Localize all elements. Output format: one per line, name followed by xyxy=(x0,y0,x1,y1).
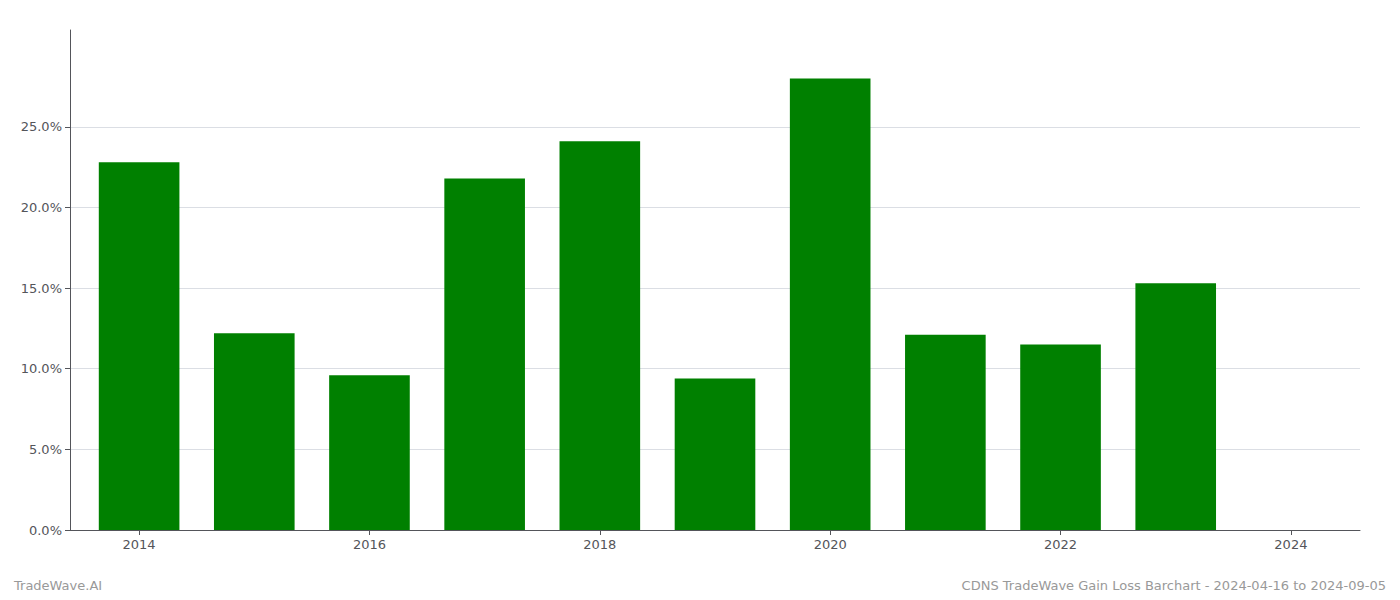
svg-text:CDNS TradeWave Gain Loss Barch: CDNS TradeWave Gain Loss Barchart - 2024… xyxy=(962,578,1386,593)
svg-text:5.0%: 5.0% xyxy=(29,442,62,457)
svg-text:2014: 2014 xyxy=(123,537,156,552)
svg-text:0.0%: 0.0% xyxy=(29,523,62,538)
svg-text:2020: 2020 xyxy=(814,537,847,552)
svg-text:10.0%: 10.0% xyxy=(21,361,62,376)
svg-text:2016: 2016 xyxy=(353,537,386,552)
svg-text:2024: 2024 xyxy=(1274,537,1307,552)
svg-text:2018: 2018 xyxy=(583,537,616,552)
svg-text:20.0%: 20.0% xyxy=(21,200,62,215)
svg-text:25.0%: 25.0% xyxy=(21,119,62,134)
svg-text:2022: 2022 xyxy=(1044,537,1077,552)
svg-text:TradeWave.AI: TradeWave.AI xyxy=(13,578,102,593)
svg-text:15.0%: 15.0% xyxy=(21,281,62,296)
